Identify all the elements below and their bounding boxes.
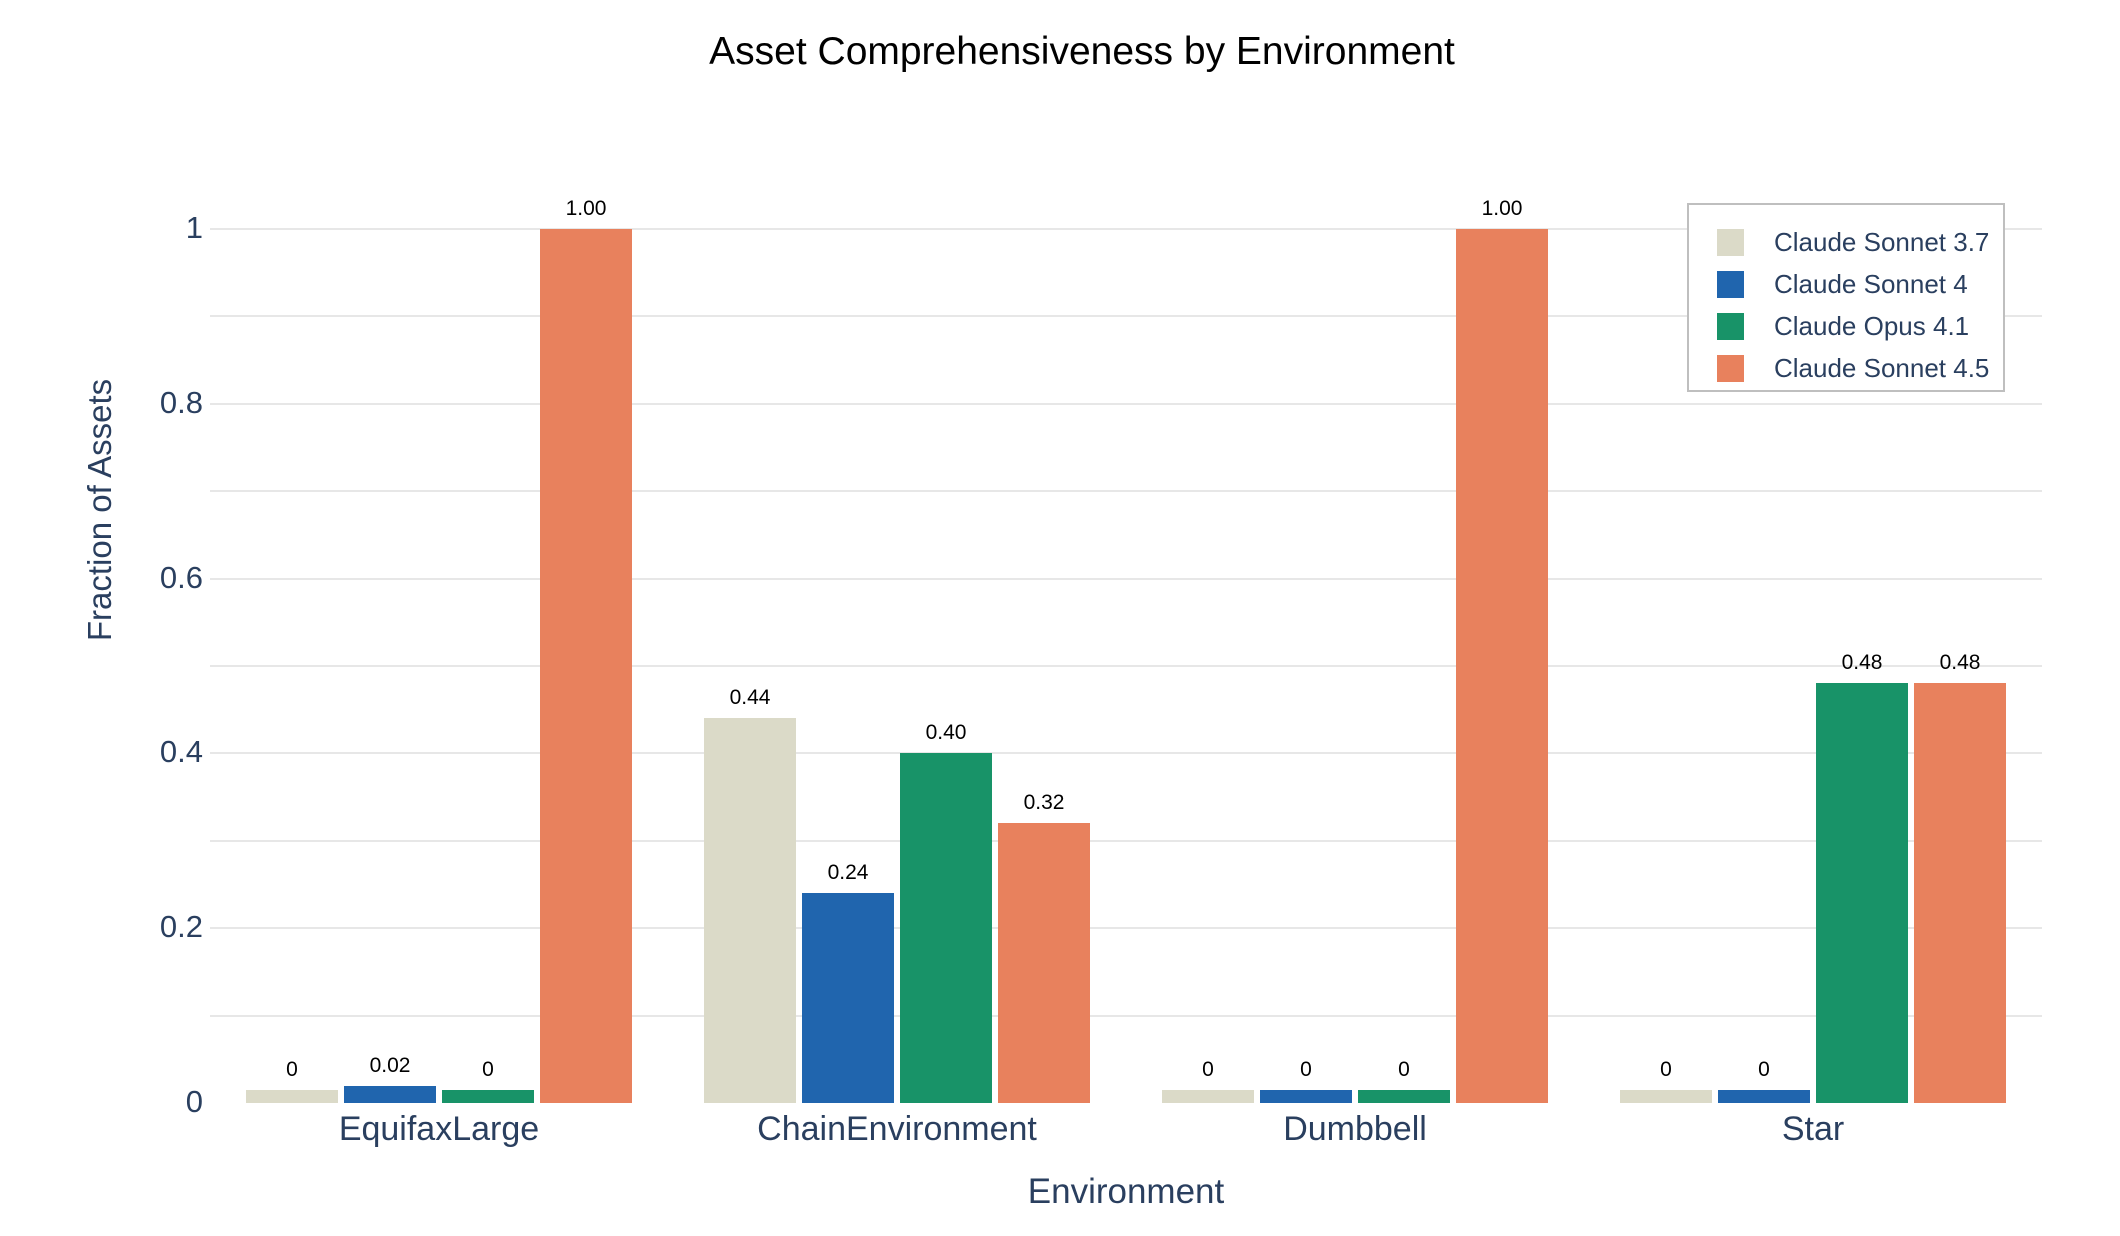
x-axis-title: Environment: [1027, 1172, 1225, 1211]
legend: Claude Sonnet 3.7 Claude Sonnet 4 Claude O…: [1687, 203, 2005, 392]
gridline: [210, 839, 2042, 842]
bar-value-label: 0: [482, 1058, 494, 1081]
gridline: [210, 402, 2042, 405]
gridline: [210, 752, 2042, 755]
legend-swatch: [1717, 312, 1744, 340]
y-tick-label: 0.8: [159, 384, 203, 420]
bar: [1718, 1090, 1810, 1103]
bar-value-label: 1.00: [565, 197, 607, 220]
bar: [1816, 683, 1908, 1103]
bar-value-label: 0: [286, 1058, 298, 1081]
y-tick-label: 0.4: [159, 734, 203, 770]
bar-value-label: 0.32: [1023, 791, 1065, 814]
bar: [1260, 1090, 1352, 1103]
bar-value-label: 0: [1660, 1058, 1672, 1081]
x-tick-label: ChainEnvironment: [757, 1110, 1037, 1148]
bar-value-label: 0.44: [729, 686, 771, 709]
gridline: [210, 490, 2042, 493]
y-tick-label: 0.2: [159, 909, 203, 945]
bar: [1358, 1090, 1450, 1103]
legend-label: Claude Sonnet 4: [1774, 268, 1968, 299]
bar-value-label: 0.02: [369, 1054, 411, 1077]
legend-item[interactable]: Claude Sonnet 4.5: [1689, 347, 2003, 389]
bar: [540, 229, 632, 1103]
bar-value-label: 0.48: [1939, 651, 1981, 674]
y-tick-label: 0.6: [159, 559, 203, 595]
bar: [1456, 229, 1548, 1103]
legend-label: Claude Opus 4.1: [1774, 310, 1970, 341]
legend-swatch: [1717, 354, 1744, 382]
bar: [442, 1090, 534, 1103]
bar: [1620, 1090, 1712, 1103]
bar: [1162, 1090, 1254, 1103]
bar: [344, 1086, 436, 1103]
gridline: [210, 315, 2042, 318]
bar-value-label: 0.24: [827, 861, 869, 884]
legend-item[interactable]: Claude Opus 4.1: [1689, 305, 2003, 347]
legend-swatch: [1717, 228, 1744, 256]
legend-item[interactable]: Claude Sonnet 3.7: [1689, 221, 2003, 263]
bar-value-label: 0.48: [1841, 651, 1883, 674]
legend-label: Claude Sonnet 4.5: [1774, 352, 1990, 383]
bar-value-label: 1.00: [1481, 197, 1523, 220]
x-tick-label: EquifaxLarge: [338, 1110, 540, 1148]
x-tick-label: Dumbbell: [1283, 1110, 1427, 1148]
y-tick-label: 0: [185, 1084, 203, 1119]
bar-value-label: 0: [1398, 1058, 1410, 1081]
bar-value-label: 0: [1202, 1058, 1214, 1081]
bar: [246, 1090, 338, 1103]
bar: [802, 893, 894, 1103]
legend-item[interactable]: Claude Sonnet 4: [1689, 263, 2003, 305]
gridline: [210, 228, 2042, 231]
gridline: [210, 665, 2042, 667]
bar: [1914, 683, 2006, 1103]
gridline: [210, 1014, 2042, 1017]
gridline: [210, 927, 2042, 930]
bar-value-label: 0: [1758, 1058, 1770, 1081]
plot-area: 0 0.44 0 0 0.02 0.24 0 0 0 0.40 0 0.48 1.00 0.32 1.00 0…: [210, 197, 2042, 1103]
bar-value-label: 0: [1300, 1058, 1312, 1081]
y-tick-label: 1: [185, 210, 203, 245]
legend-label: Claude Sonnet 3.7: [1774, 226, 1990, 257]
legend-swatch: [1717, 270, 1744, 298]
bar: [900, 753, 992, 1103]
chart-title: Asset Comprehensiveness by Environment: [709, 30, 1455, 73]
bar-value-label: 0.40: [925, 721, 967, 744]
bar: [998, 823, 1090, 1103]
x-tick-label: Star: [1781, 1110, 1845, 1148]
bar: [704, 718, 796, 1103]
gridline: [210, 577, 2042, 580]
